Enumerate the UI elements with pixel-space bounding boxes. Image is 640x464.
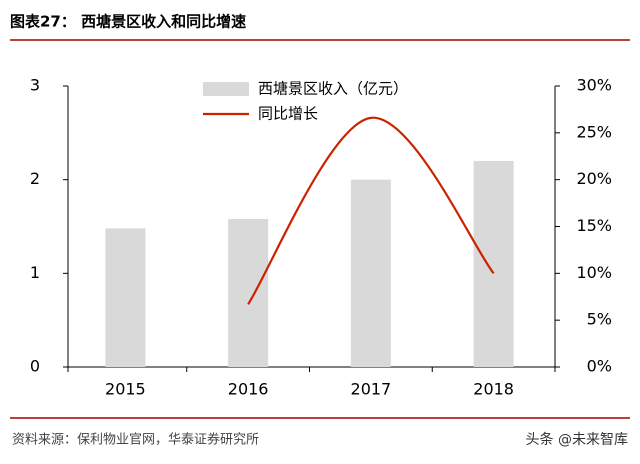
legend-label: 西塘景区收入（亿元）: [258, 80, 408, 98]
bar: [228, 219, 269, 367]
watermark: 头条 @未来智库: [526, 431, 628, 448]
y-tick-label: 1: [30, 263, 40, 282]
x-tick-label: 2018: [473, 380, 514, 399]
legend-swatch: [203, 82, 249, 96]
y2-tick-label: 25%: [576, 122, 612, 141]
line: [247, 116, 495, 305]
x-tick-label: 2015: [105, 380, 146, 399]
y2-tick-label: 20%: [576, 169, 612, 188]
x-tick-label: 2016: [228, 380, 269, 399]
y2-tick-label: 10%: [576, 263, 612, 282]
y2-tick-label: 30%: [576, 76, 612, 95]
legend-label: 同比增长: [258, 105, 318, 123]
y-tick-label: 2: [30, 169, 40, 188]
bar: [473, 160, 514, 367]
y2-tick-label: 5%: [587, 310, 612, 329]
source-note: 资料来源：保利物业官网，华泰证券研究所: [12, 432, 259, 448]
y2-tick-label: 15%: [576, 216, 612, 235]
y-tick-label: 3: [30, 76, 40, 95]
y2-tick-label: 0%: [587, 357, 612, 376]
x-tick-label: 2017: [351, 380, 392, 399]
y-tick-label: 0: [30, 357, 40, 376]
bar: [105, 228, 146, 367]
chart-title: 图表27： 西塘景区收入和同比增速: [10, 13, 246, 31]
bar: [350, 179, 391, 367]
